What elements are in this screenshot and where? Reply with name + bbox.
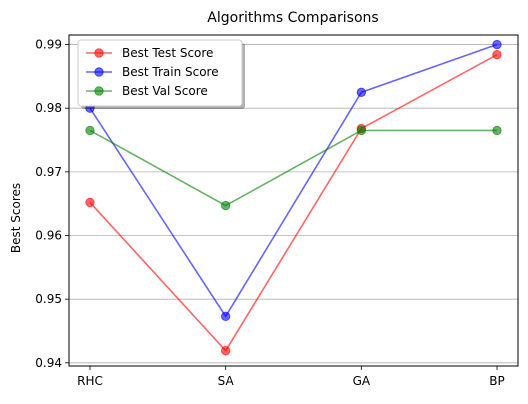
legend: Best Test Score Best Train Score Best Val … [77,39,245,109]
data-point [356,87,367,97]
y-tick-label: 0.96 [35,229,62,243]
legend-box [77,39,243,107]
y-tick-label: 0.94 [35,356,62,370]
legend-label: Best Val Score [122,84,208,98]
legend-swatch-marker [94,67,104,77]
data-point [220,311,231,322]
y-tick-label: 0.97 [35,165,62,179]
legend-label: Best Train Score [122,65,219,79]
series-line [89,54,498,353]
y-tick-label: 0.95 [35,292,62,306]
plot-frame [68,34,519,367]
data-point [85,197,95,208]
y-axis-label: Best Scores [9,183,23,253]
y-tick-label: 0.99 [35,38,62,52]
data-point [492,125,502,136]
axes: 0.94 0.95 0.96 0.97 0.98 0.99 RHC SA GA BP [35,38,504,388]
data-point [220,346,231,356]
x-tick-label: GA [353,374,371,388]
x-tick-label: RHC [77,374,103,388]
legend-swatch-marker [94,86,104,96]
legend-label: Best Test Score [122,46,213,60]
legend-swatch-marker [94,48,104,58]
y-tick-label: 0.98 [35,101,62,115]
series-layer [85,39,502,356]
data-point [220,200,231,211]
chart-title: Algorithms Comparisons [207,10,378,26]
data-point [492,39,502,50]
series-line [89,43,498,318]
data-point [85,125,95,136]
data-point [356,125,367,136]
x-tick-label: SA [218,374,235,388]
x-tick-label: BP [489,374,504,388]
series-line [89,129,497,207]
data-point [492,50,502,60]
